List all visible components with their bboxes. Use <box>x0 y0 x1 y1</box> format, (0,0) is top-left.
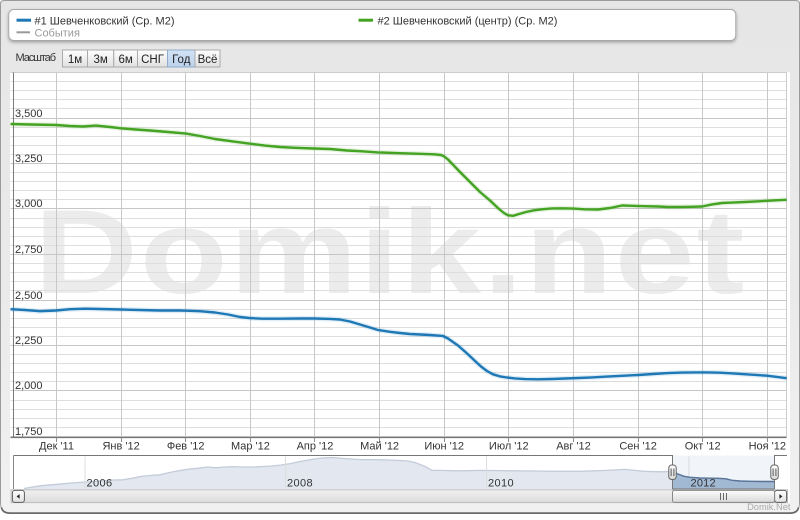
svg-text:Год: Год <box>172 54 191 66</box>
svg-text:2,500: 2,500 <box>15 290 43 302</box>
svg-text:Ноя '12: Ноя '12 <box>749 441 786 453</box>
svg-text:3,000: 3,000 <box>15 198 43 210</box>
svg-text:#1 Шевченковский (Ср. М2): #1 Шевченковский (Ср. М2) <box>35 15 175 27</box>
svg-text:Domik.net: Domik.net <box>34 185 746 319</box>
svg-text:2012: 2012 <box>691 477 716 489</box>
svg-text:6м: 6м <box>118 54 132 66</box>
svg-text:Май '12: Май '12 <box>360 441 399 453</box>
svg-text:3м: 3м <box>93 54 107 66</box>
svg-text:Июн '12: Июн '12 <box>424 441 464 453</box>
svg-text:1,750: 1,750 <box>15 426 43 438</box>
svg-text:События: События <box>35 27 80 39</box>
svg-text:2,000: 2,000 <box>15 380 43 392</box>
svg-text:Сен '12: Сен '12 <box>619 441 657 453</box>
svg-text:2006: 2006 <box>87 477 113 489</box>
svg-text:3,250: 3,250 <box>15 153 43 165</box>
svg-text:Domik.Net: Domik.Net <box>747 502 791 512</box>
svg-text:2,250: 2,250 <box>15 335 43 347</box>
svg-text:2010: 2010 <box>488 477 514 489</box>
svg-text:Июл '12: Июл '12 <box>489 441 529 453</box>
svg-text:Дек '11: Дек '11 <box>39 441 74 453</box>
svg-text:Авг '12: Авг '12 <box>556 441 591 453</box>
svg-text:Апр '12: Апр '12 <box>297 441 334 453</box>
svg-text:Фев '12: Фев '12 <box>167 441 205 453</box>
svg-text:#2 Шевченковский (центр) (Ср.: #2 Шевченковский (центр) (Ср. М2) <box>378 15 558 27</box>
svg-text:Всё: Всё <box>198 54 218 66</box>
svg-text:2008: 2008 <box>287 477 313 489</box>
svg-text:Масштаб: Масштаб <box>16 52 57 64</box>
svg-text:Янв '12: Янв '12 <box>102 441 139 453</box>
svg-text:3,500: 3,500 <box>15 108 43 120</box>
svg-text:Мар '12: Мар '12 <box>231 441 270 453</box>
svg-text:2,750: 2,750 <box>15 244 43 256</box>
svg-text:1м: 1м <box>68 54 82 66</box>
svg-text:Окт '12: Окт '12 <box>685 441 721 453</box>
svg-text:СНГ: СНГ <box>141 54 165 66</box>
